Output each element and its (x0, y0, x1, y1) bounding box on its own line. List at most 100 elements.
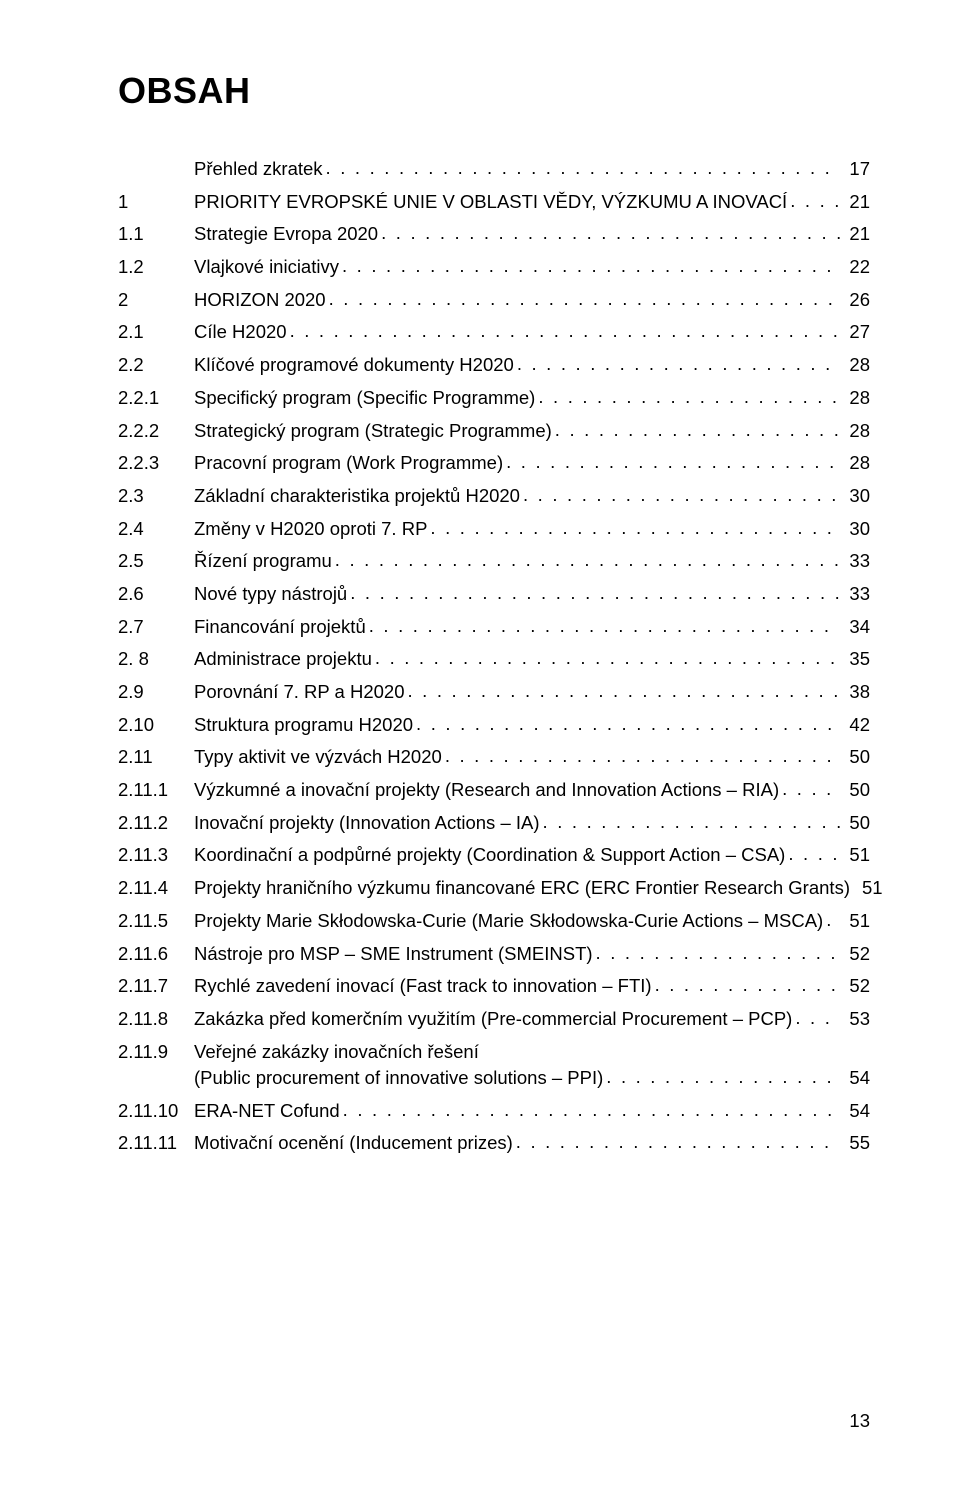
toc-label-wrap: Financování projektů34 (194, 618, 870, 637)
toc-page: 34 (843, 618, 870, 637)
toc-row: 2.1Cíle H202027 (118, 323, 870, 342)
toc-row: 2.11.4Projekty hraničního výzkumu financ… (118, 879, 870, 898)
toc-label: Řízení programu (194, 552, 332, 571)
toc-row: 1.1Strategie Evropa 202021 (118, 225, 870, 244)
toc-row: 2.2.3Pracovní program (Work Programme)28 (118, 454, 870, 473)
toc-row: 2HORIZON 202026 (118, 291, 870, 310)
toc-page: 50 (843, 814, 870, 833)
toc-number: 2.4 (118, 520, 194, 539)
toc-page: 30 (843, 487, 870, 506)
page-title: OBSAH (118, 70, 870, 112)
toc-label: Strategie Evropa 2020 (194, 225, 378, 244)
toc-label-wrap: Rychlé zavedení inovací (Fast track to i… (194, 977, 870, 996)
toc-number: 2.11.4 (118, 879, 194, 898)
toc-row: 2.11.7Rychlé zavedení inovací (Fast trac… (118, 977, 870, 996)
toc-page: 30 (843, 520, 870, 539)
toc-number: 2.11.11 (118, 1134, 194, 1153)
toc-row: 2.11.2Inovační projekty (Innovation Acti… (118, 814, 870, 833)
toc-label: Projekty Marie Skłodowska-Curie (Marie S… (194, 912, 823, 931)
toc-leader (416, 715, 840, 734)
toc-label-wrap: Vlajkové iniciativy22 (194, 258, 870, 277)
toc-page: 42 (843, 716, 870, 735)
toc-label-wrap: Základní charakteristika projektů H20203… (194, 487, 870, 506)
toc-label: Projekty hraničního výzkumu financované … (194, 879, 850, 898)
toc-leader (543, 813, 841, 832)
toc-number: 2.11.9 (118, 1043, 194, 1062)
toc-number: 2. 8 (118, 650, 194, 669)
toc-label: PRIORITY EVROPSKÉ UNIE V OBLASTI VĚDY, V… (194, 193, 787, 212)
toc-label-wrap: Specifický program (Specific Programme)2… (194, 389, 870, 408)
toc-label-wrap: Řízení programu33 (194, 552, 870, 571)
toc-label-wrap: Nástroje pro MSP – SME Instrument (SMEIN… (194, 945, 870, 964)
toc-leader (795, 1009, 840, 1028)
toc-leader (606, 1068, 840, 1087)
toc-page: 54 (843, 1069, 870, 1088)
toc-leader (445, 747, 841, 766)
toc-number: 1.2 (118, 258, 194, 277)
toc-label-wrap: Veřejné zakázky inovačních řešení(Public… (194, 1043, 870, 1088)
toc-label-wrap: HORIZON 202026 (194, 291, 870, 310)
toc-label-wrap: Projekty hraničního výzkumu financované … (194, 879, 870, 898)
toc-row: 2.2.2Strategický program (Strategic Prog… (118, 422, 870, 441)
toc-label: Přehled zkratek (194, 160, 323, 179)
toc-label: Rychlé zavedení inovací (Fast track to i… (194, 977, 652, 996)
toc-row: 2.11.6Nástroje pro MSP – SME Instrument … (118, 945, 870, 964)
toc-number: 2.2.2 (118, 422, 194, 441)
toc-label-wrap: Zakázka před komerčním využitím (Pre-com… (194, 1010, 870, 1029)
toc-leader (342, 257, 840, 276)
toc-label: Změny v H2020 oproti 7. RP (194, 520, 427, 539)
toc-leader (516, 1133, 841, 1152)
toc-row: 2.11.1Výzkumné a inovační projekty (Rese… (118, 781, 870, 800)
toc-page: 53 (843, 1010, 870, 1029)
toc-row: 2.2Klíčové programové dokumenty H202028 (118, 356, 870, 375)
toc-label-line2: (Public procurement of innovative soluti… (194, 1069, 870, 1088)
toc-leader (782, 780, 840, 799)
toc-number: 2.11.5 (118, 912, 194, 931)
toc-label-wrap: Nové typy nástrojů33 (194, 585, 870, 604)
toc-label-wrap: Projekty Marie Skłodowska-Curie (Marie S… (194, 912, 870, 931)
toc-label: ERA-NET Cofund (194, 1102, 340, 1121)
toc-page: 26 (843, 291, 870, 310)
toc-leader (326, 159, 841, 178)
toc-leader (369, 617, 841, 636)
toc-page: 54 (843, 1102, 870, 1121)
toc-leader (290, 322, 841, 341)
toc-leader (506, 453, 840, 472)
toc-page: 51 (843, 912, 870, 931)
toc-row: 2.2.1Specifický program (Specific Progra… (118, 389, 870, 408)
toc-row: 2.6Nové typy nástrojů33 (118, 585, 870, 604)
toc-leader (655, 976, 841, 995)
toc-label: Administrace projektu (194, 650, 372, 669)
toc-number: 2.10 (118, 716, 194, 735)
toc-page: 21 (843, 225, 870, 244)
toc-number: 2.1 (118, 323, 194, 342)
toc-label: Koordinační a podpůrné projekty (Coordin… (194, 846, 785, 865)
toc-row: 2.11.9Veřejné zakázky inovačních řešení(… (118, 1043, 870, 1088)
toc-page: 17 (843, 160, 870, 179)
toc-number: 2.2 (118, 356, 194, 375)
toc-number: 2.2.1 (118, 389, 194, 408)
toc-leader (555, 421, 841, 440)
toc-row: 2. 8Administrace projektu35 (118, 650, 870, 669)
toc-row: 2.7Financování projektů34 (118, 618, 870, 637)
page-number: 13 (849, 1410, 870, 1432)
toc-label: Inovační projekty (Innovation Actions – … (194, 814, 540, 833)
toc-label: Klíčové programové dokumenty H2020 (194, 356, 514, 375)
toc-label: Výzkumné a inovační projekty (Research a… (194, 781, 779, 800)
toc-leader (430, 519, 840, 538)
toc-number: 2.7 (118, 618, 194, 637)
toc-page: 50 (843, 748, 870, 767)
toc-label-wrap: Porovnání 7. RP a H202038 (194, 683, 870, 702)
toc-leader (523, 486, 840, 505)
toc-number: 2 (118, 291, 194, 310)
toc-label: Struktura programu H2020 (194, 716, 413, 735)
toc-label-wrap: Strategie Evropa 2020 21 (194, 225, 870, 244)
toc-row: 2.11.8Zakázka před komerčním využitím (P… (118, 1010, 870, 1029)
toc-page: 38 (843, 683, 870, 702)
toc-page: 22 (843, 258, 870, 277)
toc-label-wrap: Cíle H202027 (194, 323, 870, 342)
toc-number: 2.2.3 (118, 454, 194, 473)
toc-leader (335, 551, 841, 570)
toc-label-wrap: Administrace projektu35 (194, 650, 870, 669)
toc-label: Motivační ocenění (Inducement prizes) (194, 1134, 513, 1153)
